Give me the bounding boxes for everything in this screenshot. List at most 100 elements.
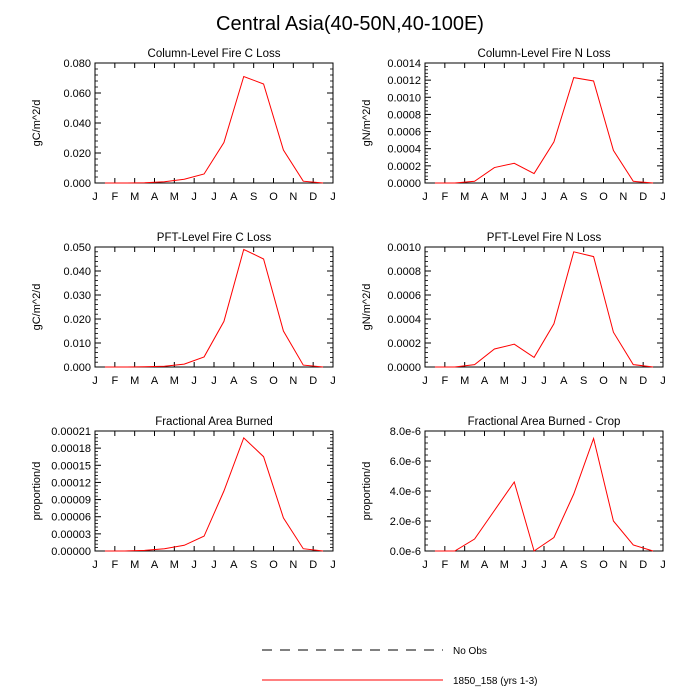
- x-tick-label: M: [170, 375, 179, 387]
- y-tick-label: 0.00000: [51, 546, 91, 558]
- figure-title: Central Asia(40-50N,40-100E): [216, 13, 484, 35]
- series-line: [434, 251, 654, 368]
- x-tick-label: O: [269, 191, 278, 203]
- x-tick-label: S: [580, 559, 587, 571]
- panel-title: Fractional Area Burned: [155, 416, 273, 428]
- y-tick-label: 0.0014: [387, 58, 421, 70]
- legend-no-obs-label: No Obs: [453, 646, 487, 657]
- y-tick-label: 0.040: [63, 118, 91, 130]
- y-tick-label: 0.0004: [387, 314, 421, 326]
- x-tick-label: A: [481, 375, 489, 387]
- series-line: [434, 77, 654, 184]
- y-tick-label: 0.0e-6: [390, 546, 421, 558]
- y-tick-label: 0.0000: [387, 178, 421, 190]
- x-tick-label: M: [130, 191, 139, 203]
- series-line: [104, 248, 324, 368]
- y-tick-label: 0.0010: [387, 242, 421, 254]
- x-tick-label: J: [330, 191, 336, 203]
- x-tick-label: J: [191, 375, 197, 387]
- plot-frame: [94, 62, 334, 184]
- y-tick-label: 0.020: [63, 314, 91, 326]
- plot-frame: [424, 246, 664, 368]
- y-tick-label: 8.0e-6: [390, 426, 421, 438]
- y-axis-label: gC/m^2/d: [31, 100, 43, 147]
- x-tick-label: J: [191, 191, 197, 203]
- plot-frame: [94, 246, 334, 368]
- x-tick-label: O: [269, 375, 278, 387]
- x-tick-label: J: [521, 559, 527, 571]
- panel-title: Fractional Area Burned - Crop: [468, 416, 621, 428]
- y-tick-label: 6.0e-6: [390, 456, 421, 468]
- panel-title: Column-Level Fire C Loss: [148, 48, 281, 60]
- x-tick-label: F: [111, 191, 118, 203]
- x-tick-label: N: [289, 375, 297, 387]
- panel-title: Column-Level Fire N Loss: [478, 48, 611, 60]
- x-tick-label: M: [500, 191, 509, 203]
- x-tick-label: A: [151, 191, 159, 203]
- y-tick-label: 0.00018: [51, 443, 91, 455]
- y-tick-label: 0.00012: [51, 477, 91, 489]
- x-tick-label: J: [422, 559, 428, 571]
- y-axis-label: proportion/d: [361, 462, 373, 521]
- x-tick-label: J: [422, 375, 428, 387]
- y-tick-label: 0.0006: [387, 127, 421, 139]
- x-tick-label: F: [111, 375, 118, 387]
- x-tick-label: D: [309, 375, 317, 387]
- legend-model-label: 1850_158 (yrs 1-3): [453, 676, 538, 687]
- y-tick-label: 0.080: [63, 58, 91, 70]
- y-tick-label: 0.0008: [387, 109, 421, 121]
- y-tick-label: 0.020: [63, 148, 91, 160]
- panel-title: PFT-Level Fire N Loss: [487, 232, 602, 244]
- x-tick-label: M: [130, 375, 139, 387]
- x-tick-label: S: [250, 191, 257, 203]
- series-line: [104, 436, 324, 552]
- y-tick-label: 0.0006: [387, 290, 421, 302]
- x-tick-label: J: [541, 191, 547, 203]
- x-tick-label: M: [170, 559, 179, 571]
- x-tick-label: D: [639, 375, 647, 387]
- plot-frame: [424, 430, 664, 552]
- plot-frame: [424, 62, 664, 184]
- x-tick-label: M: [460, 191, 469, 203]
- y-tick-label: 0.0004: [387, 144, 421, 156]
- plot-frame: [94, 430, 334, 552]
- x-tick-label: A: [151, 559, 159, 571]
- x-tick-label: D: [639, 191, 647, 203]
- x-tick-label: J: [422, 191, 428, 203]
- x-tick-label: J: [211, 559, 217, 571]
- x-tick-label: A: [481, 191, 489, 203]
- y-tick-label: 0.0008: [387, 266, 421, 278]
- y-tick-label: 2.0e-6: [390, 516, 421, 528]
- x-tick-label: J: [92, 559, 98, 571]
- y-axis-label: gN/m^2/d: [361, 284, 373, 331]
- x-tick-label: N: [619, 191, 627, 203]
- x-tick-label: F: [441, 375, 448, 387]
- x-tick-label: J: [211, 191, 217, 203]
- x-tick-label: F: [441, 191, 448, 203]
- x-tick-label: J: [330, 559, 336, 571]
- x-tick-label: S: [250, 375, 257, 387]
- y-tick-label: 0.00021: [51, 426, 91, 438]
- y-tick-label: 0.030: [63, 290, 91, 302]
- y-tick-label: 0.000: [63, 362, 91, 374]
- y-axis-label: gC/m^2/d: [31, 284, 43, 331]
- x-tick-label: J: [521, 375, 527, 387]
- x-tick-label: N: [289, 191, 297, 203]
- y-tick-label: 0.00015: [51, 460, 91, 472]
- x-tick-label: J: [92, 191, 98, 203]
- x-tick-label: J: [211, 375, 217, 387]
- y-tick-label: 0.0002: [387, 161, 421, 173]
- x-tick-label: N: [289, 559, 297, 571]
- y-axis-label: proportion/d: [31, 462, 43, 521]
- y-tick-label: 0.0012: [387, 75, 421, 87]
- x-tick-label: O: [599, 375, 608, 387]
- x-tick-label: M: [130, 559, 139, 571]
- x-tick-label: J: [191, 559, 197, 571]
- x-tick-label: J: [660, 559, 666, 571]
- x-tick-label: O: [599, 191, 608, 203]
- panel: Fractional Area Burned - Crop proportion/…: [361, 416, 666, 571]
- x-tick-label: A: [560, 559, 568, 571]
